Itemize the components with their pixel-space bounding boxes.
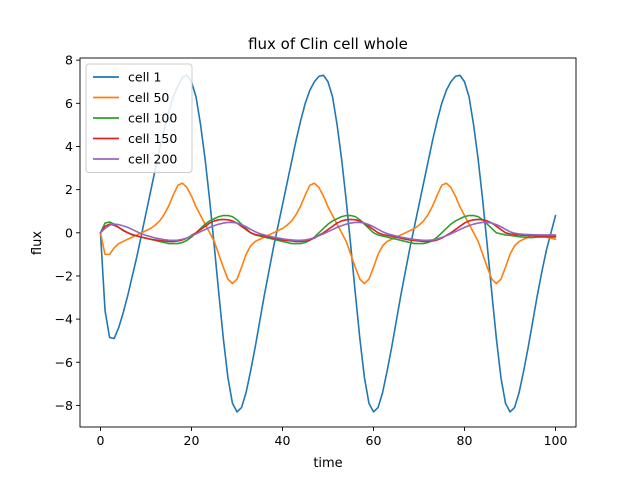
y-tick-label: 4 <box>65 139 73 154</box>
series-line-cell-150 <box>99 218 557 243</box>
y-tick-label: 0 <box>65 225 73 240</box>
axes-frame <box>79 57 577 428</box>
x-tick-label: 0 <box>97 433 105 448</box>
series-line-cell-50 <box>99 182 557 285</box>
series-line-cell-100 <box>99 214 557 245</box>
y-tick-label: −2 <box>55 268 73 283</box>
legend-label: cell 150 <box>128 131 177 146</box>
y-tick-label: 8 <box>65 53 73 68</box>
x-tick-label: 100 <box>544 433 568 448</box>
legend: cell 1 cell 50 cell 100 cell 150 cell 200 <box>85 63 193 173</box>
legend-label: cell 1 <box>128 70 161 85</box>
y-tick-label: −4 <box>55 312 73 327</box>
legend-label: cell 200 <box>128 152 177 167</box>
x-axis-label: time <box>313 456 342 471</box>
legend-label: cell 50 <box>128 90 169 105</box>
y-tick-label: 2 <box>65 182 73 197</box>
legend-box <box>85 63 193 173</box>
x-tick-label: 60 <box>366 433 382 448</box>
y-axis-label: flux <box>30 231 45 255</box>
legend-label: cell 100 <box>128 111 177 126</box>
x-tick-label: 40 <box>275 433 291 448</box>
y-tick-label: 6 <box>65 96 73 111</box>
y-tick-label: −8 <box>55 398 73 413</box>
series-line-cell-200 <box>99 221 557 242</box>
x-tick-label: 20 <box>184 433 200 448</box>
chart-title: flux of Clin cell whole <box>248 35 408 53</box>
y-tick-label: −6 <box>55 355 73 370</box>
x-tick-label: 80 <box>457 433 473 448</box>
